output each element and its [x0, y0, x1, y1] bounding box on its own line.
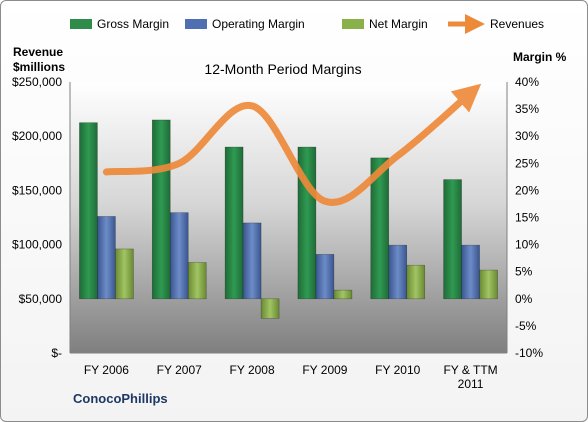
legend-label-revenues: Revenues	[490, 17, 544, 31]
left-tick-label: $250,000	[12, 75, 62, 89]
bar-operating-margin	[169, 212, 189, 300]
legend-label-net-margin: Net Margin	[369, 17, 428, 31]
bar-operating-margin	[315, 254, 335, 300]
right-tick-label: 35%	[515, 102, 539, 116]
legend: Gross Margin Operating Margin Net Margin…	[70, 14, 544, 34]
bar-net-margin	[333, 289, 353, 300]
line-revenues	[102, 83, 482, 206]
x-tick-label: FY 2008	[230, 363, 275, 377]
bar-operating-margin	[97, 216, 116, 300]
bar-gross-margin	[443, 179, 462, 300]
x-tick-label: FY 2010	[375, 363, 420, 377]
left-axis-title-line2: $millions	[13, 60, 65, 74]
bar-operating-margin	[388, 244, 408, 300]
legend-swatch-gross-margin	[70, 19, 92, 29]
bar-gross-margin	[370, 157, 390, 300]
right-tick-label: -10%	[515, 346, 543, 360]
bar-net-margin	[406, 264, 426, 300]
left-axis-title-line1: Revenue	[13, 45, 63, 59]
right-tick-label: 40%	[515, 75, 539, 89]
x-tick-label: FY & TTM	[443, 363, 497, 377]
left-tick-label: $50,000	[19, 292, 63, 306]
right-axis-title: Margin %	[513, 50, 567, 64]
right-tick-label: 20%	[515, 183, 539, 197]
bar-operating-margin	[242, 222, 262, 300]
right-tick-label: 15%	[515, 211, 539, 225]
bar-gross-margin	[79, 122, 98, 300]
right-tick-label: 5%	[515, 265, 533, 279]
chart-title: 12-Month Period Margins	[204, 61, 361, 77]
legend-swatch-operating-margin	[185, 19, 207, 29]
right-tick-label: 25%	[515, 156, 539, 170]
left-tick-label: $-	[51, 346, 62, 360]
left-tick-label: $100,000	[12, 238, 62, 252]
chart-marks: $- $50,000 $100,000 $150,000 $200,000 $250,00…	[12, 75, 543, 391]
bar-net-margin	[260, 298, 280, 319]
bar-operating-margin	[461, 244, 480, 300]
x-tick-label: FY 2006	[84, 363, 129, 377]
right-tick-label: -5%	[515, 319, 537, 333]
bar-net-margin	[187, 262, 207, 300]
bar-net-margin	[479, 269, 498, 300]
legend-label-operating-margin: Operating Margin	[212, 17, 305, 31]
bar-gross-margin	[224, 146, 244, 300]
right-tick-label: 0%	[515, 292, 533, 306]
right-tick-label: 10%	[515, 238, 539, 252]
left-tick-label: $200,000	[12, 129, 62, 143]
legend-label-gross-margin: Gross Margin	[97, 17, 169, 31]
bar-gross-margin	[151, 119, 171, 300]
x-tick-label: FY 2009	[302, 363, 347, 377]
x-tick-label: FY 2007	[157, 363, 202, 377]
company-name: ConocoPhillips	[73, 391, 168, 406]
left-tick-label: $150,000	[12, 183, 62, 197]
x-tick-label: 2011	[458, 377, 484, 391]
bar-net-margin	[115, 248, 134, 300]
right-tick-label: 30%	[515, 129, 539, 143]
legend-swatch-net-margin	[342, 19, 364, 29]
